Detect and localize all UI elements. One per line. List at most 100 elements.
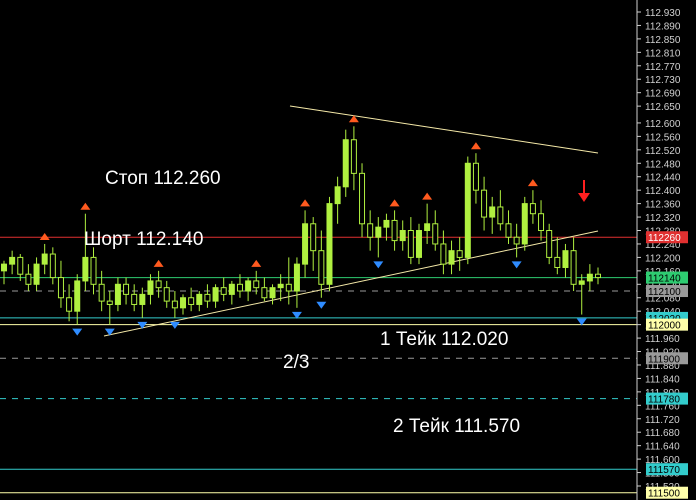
candle[interactable] [106, 291, 113, 325]
svg-text:112000: 112000 [648, 321, 681, 332]
candle[interactable] [497, 190, 504, 231]
candle[interactable] [212, 284, 219, 308]
candle[interactable] [456, 237, 463, 271]
candle[interactable] [489, 196, 496, 234]
candle[interactable] [448, 240, 455, 275]
candle[interactable] [228, 280, 235, 305]
candle[interactable] [163, 280, 170, 308]
candle[interactable] [74, 274, 81, 325]
candle[interactable] [25, 264, 32, 292]
up-fractal-icon [389, 199, 400, 207]
candle[interactable] [578, 274, 585, 315]
candle[interactable] [595, 267, 601, 285]
candle[interactable] [318, 230, 325, 298]
down-fractal-icon [316, 301, 327, 309]
candle[interactable] [367, 210, 374, 251]
price-tick-label: 112.730 [645, 75, 681, 86]
candle[interactable] [538, 200, 545, 241]
price-tick-label: 112.560 [645, 132, 681, 143]
candle[interactable] [269, 284, 276, 305]
candle[interactable] [293, 257, 300, 308]
candle[interactable] [49, 247, 56, 285]
candle[interactable] [440, 230, 447, 275]
candle[interactable] [245, 277, 252, 302]
price-tick-label: 112.770 [645, 62, 681, 73]
price-tick-label: 112.240 [645, 240, 681, 251]
candle[interactable] [188, 287, 195, 312]
candle[interactable] [383, 213, 390, 241]
up-fractal-icon [251, 259, 262, 267]
candle[interactable] [586, 264, 593, 292]
up-fractal-icon [80, 202, 91, 210]
candle[interactable] [131, 284, 138, 312]
candle[interactable] [17, 254, 24, 281]
candle[interactable] [513, 223, 520, 258]
candle[interactable] [407, 217, 414, 265]
price-tick-label: 112.930 [645, 8, 681, 19]
candle[interactable] [472, 153, 479, 204]
candle[interactable] [554, 237, 561, 275]
candle[interactable] [334, 176, 341, 224]
candle[interactable] [399, 220, 406, 251]
support-trendline[interactable] [103, 230, 599, 337]
candle[interactable] [171, 291, 178, 318]
sell-arrow-icon [578, 180, 590, 202]
price-tick-label: 112.480 [645, 159, 681, 170]
price-tick-label: 111.880 [645, 361, 680, 372]
candle[interactable] [180, 294, 187, 315]
candle[interactable] [432, 210, 439, 251]
price-tick-label: 111.600 [645, 455, 680, 466]
price-axis[interactable]: 112.930 112.890 112.850 112.810 112.770 112.7… [636, 0, 696, 500]
candle[interactable] [521, 196, 528, 251]
candle[interactable] [253, 270, 260, 295]
fraction-annotation: 2/3 [283, 352, 309, 373]
candle[interactable] [33, 257, 40, 292]
candle[interactable] [391, 210, 398, 251]
candle[interactable] [66, 284, 73, 322]
candle[interactable] [155, 270, 162, 298]
candle[interactable] [464, 156, 471, 265]
candle[interactable] [1, 260, 7, 285]
candle[interactable] [359, 163, 366, 238]
candle[interactable] [147, 274, 154, 305]
candle[interactable] [481, 176, 488, 231]
candle[interactable] [342, 129, 349, 197]
candle[interactable] [204, 284, 211, 308]
candle[interactable] [529, 190, 536, 224]
level-tag-take2: 111570 [646, 463, 688, 476]
candle[interactable] [261, 277, 268, 302]
candle[interactable] [277, 274, 284, 302]
candle[interactable] [98, 270, 105, 312]
resistance-trendline[interactable] [289, 105, 599, 154]
candle[interactable] [505, 210, 512, 244]
candle[interactable] [123, 277, 130, 305]
candle[interactable] [415, 223, 422, 265]
candle[interactable] [326, 196, 333, 292]
candle[interactable] [9, 250, 16, 275]
candle[interactable] [302, 210, 309, 278]
candle[interactable] [570, 237, 577, 292]
candle[interactable] [114, 277, 121, 312]
candle[interactable] [546, 223, 553, 265]
candle[interactable] [236, 274, 243, 298]
candle[interactable] [350, 126, 357, 191]
down-fractal-icon [137, 321, 148, 329]
up-fractal-icon [422, 192, 433, 200]
fractal-markers [39, 115, 587, 336]
candle[interactable] [220, 277, 227, 302]
svg-text:112260: 112260 [648, 233, 681, 244]
level-tag-short: 112140 [646, 271, 688, 285]
candle[interactable] [310, 217, 317, 271]
candle[interactable] [562, 243, 569, 278]
candle[interactable] [41, 243, 48, 275]
candle[interactable] [285, 257, 292, 305]
candle[interactable] [90, 247, 97, 295]
candle[interactable] [57, 260, 64, 308]
candle[interactable] [424, 203, 431, 244]
candle[interactable] [82, 213, 89, 292]
candle[interactable] [196, 291, 203, 312]
candle[interactable] [139, 287, 146, 318]
price-tick-label: 112.690 [645, 89, 681, 100]
candle[interactable] [375, 217, 382, 258]
